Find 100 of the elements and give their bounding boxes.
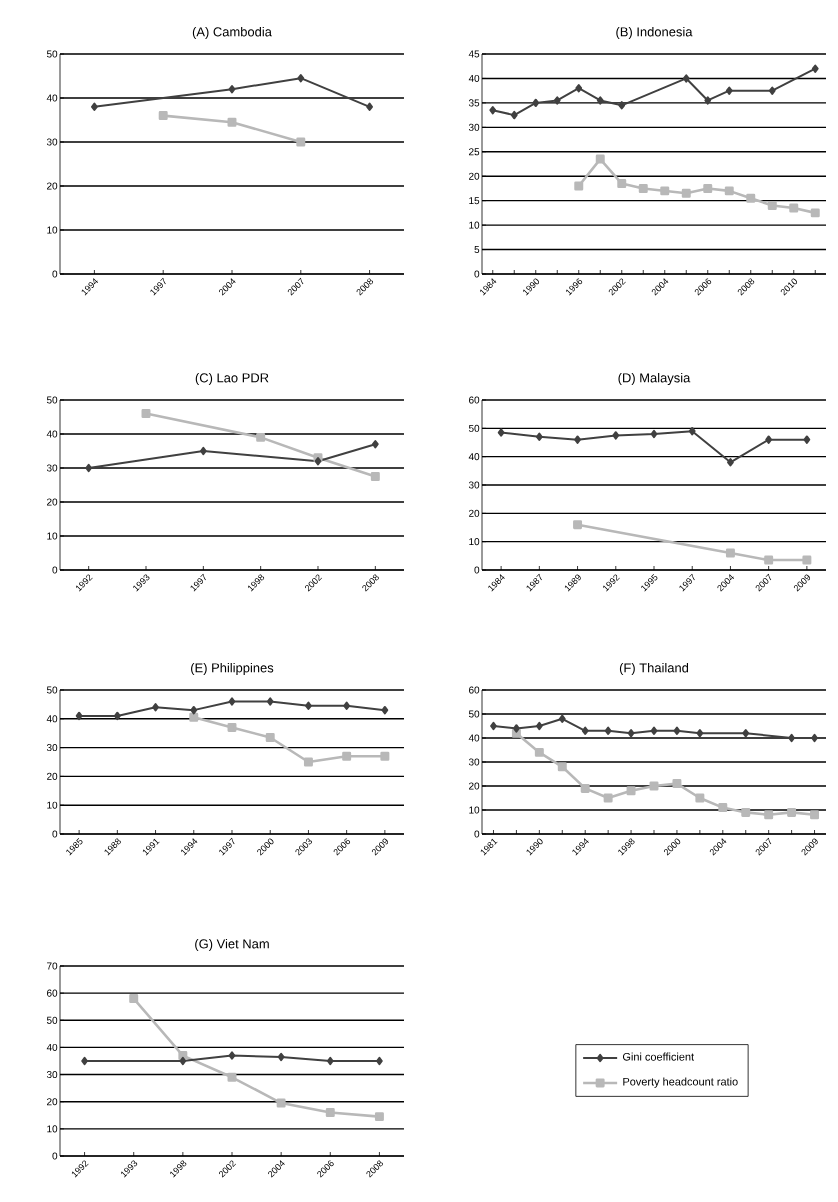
point	[75, 711, 83, 721]
point	[725, 86, 733, 95]
point	[787, 807, 797, 817]
point	[595, 154, 605, 164]
point	[374, 1112, 384, 1122]
point	[627, 729, 635, 738]
point	[91, 102, 98, 111]
point	[741, 807, 751, 817]
point	[535, 432, 543, 442]
point	[513, 724, 520, 733]
point	[742, 729, 750, 738]
point	[227, 117, 237, 127]
point	[681, 188, 691, 198]
point	[768, 86, 776, 95]
point	[489, 106, 497, 115]
point	[767, 201, 777, 211]
point	[604, 726, 612, 735]
point	[764, 810, 774, 820]
point	[765, 435, 773, 444]
point	[612, 431, 620, 440]
point	[297, 74, 305, 83]
point	[189, 712, 199, 722]
point	[746, 193, 756, 203]
point	[129, 994, 139, 1004]
point	[179, 1056, 187, 1066]
point	[695, 793, 705, 803]
point	[376, 1056, 383, 1066]
point	[788, 733, 795, 743]
point	[265, 733, 275, 742]
point	[573, 520, 583, 530]
point	[342, 751, 352, 761]
point	[535, 721, 543, 731]
point	[490, 721, 497, 731]
point	[532, 98, 540, 108]
point	[672, 779, 682, 789]
point	[152, 703, 159, 712]
point	[266, 697, 274, 706]
point	[581, 726, 589, 735]
point	[811, 733, 818, 743]
point	[366, 102, 373, 111]
point	[371, 440, 379, 449]
point	[574, 435, 581, 444]
point	[703, 183, 713, 193]
point	[497, 428, 505, 437]
point	[596, 96, 604, 105]
point	[370, 472, 380, 481]
point	[802, 555, 812, 565]
point	[617, 179, 627, 189]
point	[158, 111, 168, 121]
point	[575, 84, 583, 93]
point	[277, 1052, 285, 1062]
point	[580, 783, 590, 793]
point	[141, 409, 151, 419]
point	[178, 1051, 188, 1061]
point	[190, 705, 198, 715]
point	[325, 1108, 335, 1118]
point	[811, 64, 819, 73]
point	[673, 726, 681, 735]
point	[650, 429, 658, 439]
point	[228, 85, 236, 94]
point	[343, 701, 351, 711]
point	[603, 793, 613, 803]
point	[326, 1056, 334, 1066]
point	[724, 186, 734, 196]
point	[696, 729, 704, 738]
point	[810, 208, 820, 218]
point	[626, 786, 636, 796]
point	[227, 722, 237, 732]
point	[81, 1056, 88, 1066]
point	[228, 697, 236, 706]
point	[789, 203, 799, 213]
point	[305, 701, 312, 711]
point	[199, 446, 207, 456]
point	[553, 96, 561, 105]
point	[764, 555, 774, 565]
point	[558, 714, 566, 723]
point	[228, 1051, 236, 1060]
point	[296, 137, 306, 147]
point	[113, 711, 121, 721]
point	[618, 101, 626, 110]
point	[227, 1072, 237, 1082]
point	[725, 548, 735, 558]
point	[660, 186, 670, 196]
point	[704, 96, 712, 105]
point	[303, 757, 313, 767]
point	[650, 726, 658, 735]
point	[803, 435, 811, 444]
point	[718, 803, 728, 813]
point	[381, 705, 389, 715]
point	[510, 110, 518, 120]
point	[380, 751, 390, 761]
point	[574, 181, 584, 191]
point	[638, 183, 648, 193]
point	[276, 1098, 286, 1108]
point	[85, 463, 93, 473]
point	[682, 74, 690, 83]
point	[534, 747, 544, 757]
point	[256, 432, 266, 442]
point	[810, 810, 820, 820]
point	[688, 426, 696, 436]
